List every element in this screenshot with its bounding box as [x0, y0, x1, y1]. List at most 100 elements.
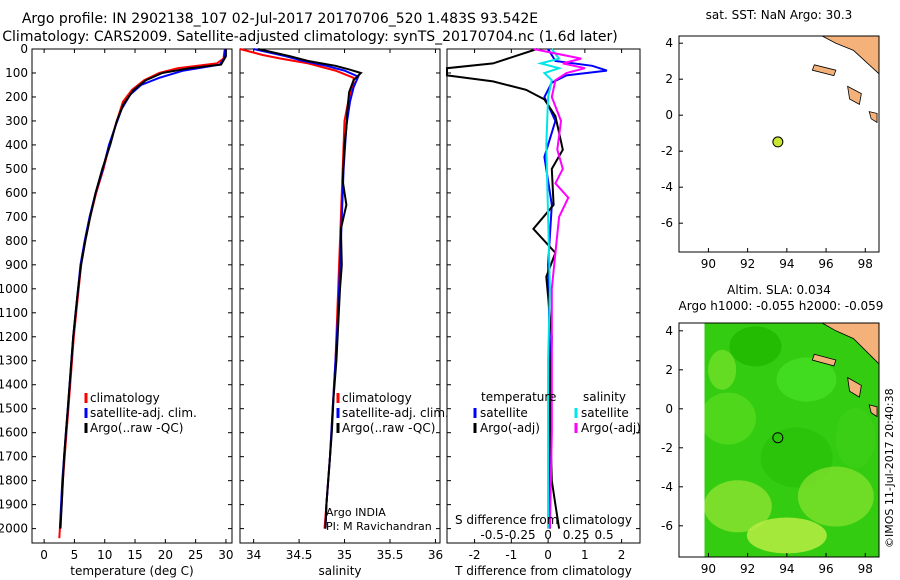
legend-label: satellite — [581, 406, 629, 420]
x-tick-label: 25 — [188, 548, 203, 562]
legend-title: temperature — [481, 390, 556, 404]
x-tick-label: 0 — [40, 548, 48, 562]
y-tick-label: -6 — [661, 519, 673, 533]
annotation-text: PI: M Ravichandran — [326, 520, 432, 533]
plot-frame — [31, 48, 233, 544]
sla-patch — [729, 326, 782, 367]
y-tick-label: 2 — [665, 72, 673, 86]
y-tick-label: 1600 — [0, 426, 28, 440]
island — [847, 376, 862, 398]
annotation-text: Argo INDIA — [326, 506, 386, 519]
legend-label: satellite-adj. clim. — [342, 406, 449, 420]
x-tick-label: 35 — [337, 548, 352, 562]
x-tick-label: 0 — [544, 548, 552, 562]
y-tick-label: 2000 — [0, 522, 28, 536]
series-line-2 — [253, 48, 360, 529]
top-axis-tick-label: 0.25 — [563, 528, 590, 542]
sla-patch — [835, 408, 876, 469]
island — [847, 85, 862, 106]
y-tick-label: 1200 — [0, 330, 28, 344]
x-tick-label: 1 — [581, 548, 589, 562]
panel-2: 34 34.5 35 35.5 36 salinity climatologysatelli… — [239, 48, 449, 578]
y-tick-label: -2 — [661, 441, 673, 455]
x-axis-label: salinity — [318, 564, 361, 578]
landmass — [821, 35, 880, 75]
blank-region — [679, 323, 705, 557]
series-line-2 — [446, 48, 564, 529]
sla-patch — [700, 392, 757, 445]
x-tick-label: 2 — [618, 548, 626, 562]
series-line-2 — [58, 48, 227, 529]
y-tick-label: 1500 — [0, 402, 28, 416]
island — [811, 64, 837, 77]
y-tick-label: 1000 — [0, 282, 28, 296]
legend-label: Argo(-adj) — [581, 421, 641, 435]
y-tick-label: 900 — [5, 258, 28, 272]
x-tick-label: 96 — [818, 257, 833, 271]
x-tick-label: 94 — [779, 562, 794, 576]
x-tick-label: 34 — [246, 548, 261, 562]
plot-frame — [446, 48, 641, 544]
plot-frame — [239, 48, 441, 544]
map-panel-1: 90 92 94 96 98 -6 -4 -2 0 2 4 sat. SST: NaN Argo: 3… — [661, 8, 880, 271]
series-line-1 — [58, 48, 226, 539]
legend-label: Argo(..raw -QC) — [90, 421, 183, 435]
x-tick-label: 92 — [740, 257, 755, 271]
sla-patch — [797, 466, 874, 527]
x-tick-label: 34.5 — [286, 548, 313, 562]
x-tick-label: 10 — [97, 548, 112, 562]
x-tick-label: 98 — [858, 257, 873, 271]
top-axis-tick-label: -0.25 — [505, 528, 536, 542]
legend-label: climatology — [342, 391, 412, 405]
x-tick-label: 30 — [218, 548, 233, 562]
legend-label: Argo(-adj) — [480, 421, 540, 435]
y-tick-label: 0 — [665, 108, 673, 122]
map-frame — [678, 322, 880, 558]
y-tick-label: -6 — [661, 216, 673, 230]
series-line-1 — [543, 48, 608, 529]
chart-title-line2: Climatology: CARS2009. Satellite-adjuste… — [2, 29, 618, 45]
x-tick-label: 35.5 — [377, 548, 404, 562]
x-axis-label: temperature (deg C) — [70, 564, 193, 578]
sla-patch — [776, 357, 837, 402]
y-tick-label: 1800 — [0, 474, 28, 488]
y-tick-label: 0 — [665, 402, 673, 416]
y-tick-label: 1400 — [0, 378, 28, 392]
y-tick-label: 0 — [20, 42, 28, 56]
x-tick-label: 5 — [71, 548, 79, 562]
x-tick-label: 20 — [158, 548, 173, 562]
legend-label: satellite-adj. clim. — [90, 406, 197, 420]
y-tick-label: 600 — [5, 186, 28, 200]
y-tick-label: 500 — [5, 162, 28, 176]
x-axis-label: T difference from climatology — [454, 564, 632, 578]
series-line-3 — [257, 48, 363, 529]
y-tick-label: 1900 — [0, 498, 28, 512]
sla-patch — [746, 517, 827, 554]
map-title: Altim. SLA: 0.034 — [727, 283, 831, 297]
map-panel-2: 90 92 94 96 98 -6 -4 -2 0 2 4 Altim. SLA: 0.034 Argo… — [661, 283, 883, 576]
series-line-3 — [59, 49, 227, 529]
series-line-3 — [536, 48, 563, 529]
x-tick-label: 92 — [740, 562, 755, 576]
sla-patch — [703, 480, 772, 533]
x-tick-label: 90 — [701, 562, 716, 576]
top-axis-tick-label: -0.5 — [480, 528, 503, 542]
y-tick-label: 800 — [5, 234, 28, 248]
y-tick-label: -4 — [661, 480, 673, 494]
x-tick-label: 36 — [428, 548, 443, 562]
x-tick-label: 96 — [818, 562, 833, 576]
y-tick-label: -2 — [661, 144, 673, 158]
y-tick-label: 100 — [5, 66, 28, 80]
x-tick-label: 90 — [701, 257, 716, 271]
island — [811, 353, 837, 367]
top-axis-tick-label: 0.5 — [595, 528, 614, 542]
x-tick-label: -2 — [469, 548, 481, 562]
top-axis-label: S difference from climatology — [455, 513, 632, 527]
timestamp-stamp: ©IMOS 11-Jul-2017 20:40:38 — [883, 388, 896, 548]
island — [868, 404, 878, 418]
y-tick-label: 2 — [665, 363, 673, 377]
y-tick-label: 1300 — [0, 354, 28, 368]
y-tick-label: 400 — [5, 138, 28, 152]
sla-patch — [708, 349, 737, 390]
